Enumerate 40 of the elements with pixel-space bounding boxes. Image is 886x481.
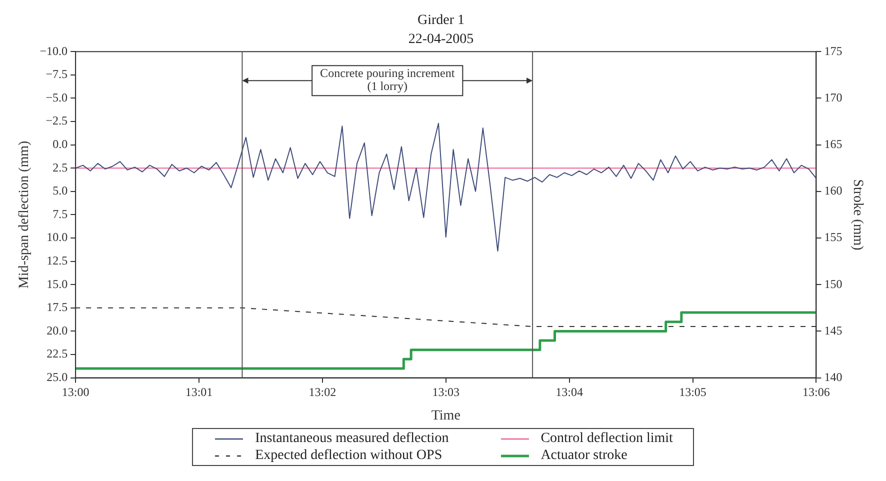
y-tick-label: 15.0 [46, 276, 68, 291]
y2-tick-label: 160 [824, 184, 842, 198]
y2-axis-title: Stroke (mm) [850, 179, 865, 251]
legend-label: Control deflection limit [540, 430, 673, 447]
y-tick-label: 10.0 [46, 230, 68, 244]
x-tick-label: 13:01 [185, 385, 213, 400]
y-tick-label: 12.5 [46, 253, 68, 268]
legend-label: Actuator stroke [540, 447, 628, 464]
y-tick-label: 20.0 [46, 323, 68, 338]
y-tick-label: −2.5 [46, 114, 68, 128]
annotation: Concrete pouring increment (1 lorry) [320, 66, 456, 93]
chart-subtitle: 22-04-2005 [408, 32, 474, 47]
y-tick-label: 7.5 [52, 206, 68, 221]
y2-tick-label: 155 [824, 230, 842, 244]
y-tick-label: 2.5 [52, 160, 68, 174]
legend-label: Instantaneous measured deflection [255, 430, 449, 447]
y-tick-label: 22.5 [46, 346, 68, 361]
x-tick-label: 13:06 [802, 385, 830, 400]
y-tick-label: −5.0 [46, 90, 68, 104]
y-axis-title: Mid-span deflection (mm) [17, 140, 32, 289]
y2-tick-label: 175 [824, 44, 842, 58]
y-tick-label: −7.5 [46, 67, 68, 82]
x-tick-label: 13:00 [62, 385, 90, 400]
y2-tick-label: 140 [824, 370, 842, 384]
x-tick-label: 13:02 [308, 385, 336, 400]
y-tick-label: −10.0 [40, 44, 68, 58]
x-tick-label: 13:03 [432, 385, 460, 400]
y-tick-label: 5.0 [52, 184, 68, 198]
x-tick-label: 13:05 [679, 385, 706, 400]
y2-tick-label: 165 [824, 136, 842, 151]
x-axis-title: Time [431, 408, 460, 424]
x-tick-label: 13:04 [556, 385, 583, 400]
chart-title: Girder 1 [417, 13, 465, 28]
y-tick-label: 25.0 [46, 370, 68, 384]
y-tick-label: 0.0 [52, 136, 68, 151]
legend-label: Expected deflection without OPS [255, 447, 442, 464]
y2-tick-label: 145 [824, 323, 842, 338]
y-tick-label: 17.5 [46, 300, 68, 314]
y2-tick-label: 150 [824, 276, 842, 291]
y2-tick-label: 170 [824, 90, 842, 104]
